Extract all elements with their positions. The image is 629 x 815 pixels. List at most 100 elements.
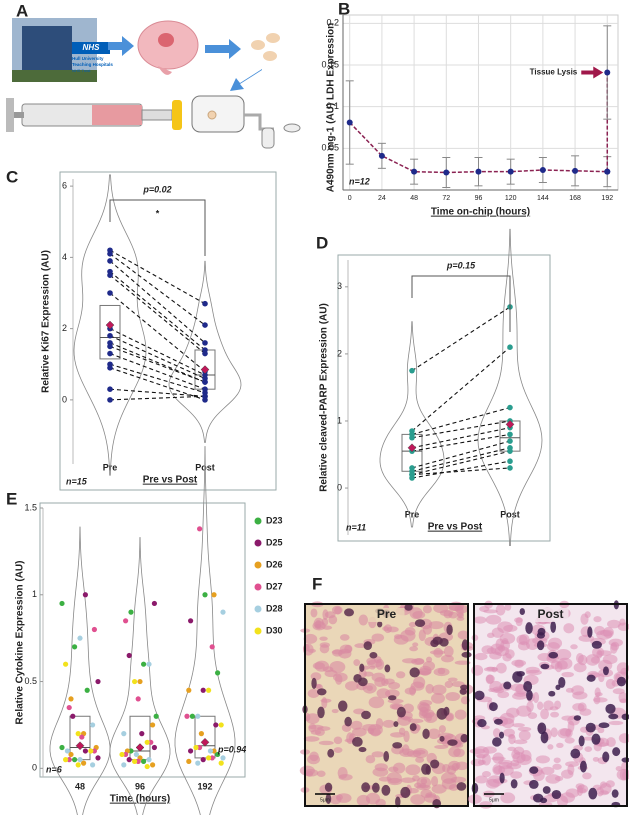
tissue: [516, 634, 528, 645]
point: [90, 762, 96, 768]
point: [151, 744, 157, 751]
tissue: [425, 683, 434, 694]
point: [507, 431, 513, 438]
needle-hub: [141, 109, 173, 121]
point: [81, 760, 87, 766]
p-value: p=0.94: [217, 744, 246, 754]
nucleus: [540, 663, 550, 670]
tissue: [496, 662, 507, 674]
nucleus: [425, 764, 431, 775]
nucleus: [591, 640, 602, 649]
tissue: [492, 728, 501, 738]
tissue: [572, 703, 585, 711]
point: [202, 322, 208, 328]
tissue: [511, 749, 521, 760]
arrow: [108, 36, 134, 56]
tissue: [429, 650, 446, 655]
nucleus: [573, 715, 582, 721]
tissue: [313, 617, 324, 630]
tissue: [409, 646, 418, 652]
tissue: [428, 621, 444, 630]
nucleus: [551, 789, 562, 800]
point: [95, 755, 101, 761]
tissue: [500, 792, 516, 804]
tissue: [339, 634, 350, 641]
point: [202, 340, 208, 346]
pair-line: [109, 328, 206, 376]
tissue: [550, 711, 560, 718]
image-frame: [473, 603, 628, 807]
nucleus: [539, 797, 548, 804]
point: [72, 644, 78, 650]
trees: [12, 70, 97, 82]
pair-line: [411, 467, 511, 476]
nucleus: [516, 670, 525, 677]
tissue: [483, 666, 499, 672]
x-tick-label: 48: [410, 195, 418, 202]
filter: [172, 100, 182, 130]
tissue: [333, 747, 343, 753]
point: [197, 526, 203, 532]
point: [146, 757, 152, 763]
point: [184, 713, 190, 719]
point: [378, 152, 385, 159]
point: [220, 755, 226, 761]
tissue: [376, 688, 391, 699]
y-tick-label: 2: [337, 348, 342, 358]
tissue-piece: [263, 51, 277, 61]
tissue: [415, 756, 425, 763]
collection-tube: [261, 127, 275, 149]
x-axis-label: Time on-chip (hours): [431, 207, 530, 218]
tissue: [307, 688, 320, 699]
point: [411, 168, 418, 175]
tissue: [434, 744, 449, 750]
nucleus: [338, 700, 348, 712]
annotation: Tissue Lysis: [530, 68, 578, 77]
point: [150, 722, 156, 728]
nucleus: [409, 723, 417, 732]
tissue: [598, 673, 605, 683]
nucleus: [579, 760, 587, 773]
pair-line: [411, 420, 511, 439]
nucleus: [358, 746, 367, 753]
tissue: [474, 652, 488, 661]
tissue: [507, 746, 517, 752]
tissue-piece: [266, 33, 280, 43]
tissue: [561, 769, 574, 779]
tissue: [577, 788, 587, 793]
point: [144, 763, 150, 770]
tissue: [553, 700, 562, 710]
tissue: [512, 723, 525, 728]
nhs-logo-text: NHS: [83, 43, 101, 52]
nucleus: [377, 621, 383, 628]
tissue: [431, 684, 447, 695]
y-axis-label: Relative Ki67 Expression (AU): [41, 250, 52, 393]
violin: [168, 260, 242, 443]
box: [129, 715, 151, 761]
tissue: [448, 746, 461, 758]
point: [443, 169, 450, 176]
y-tick-label: 0.1: [326, 101, 339, 111]
significance-bracket: [411, 275, 511, 332]
tissue: [561, 715, 575, 721]
tissue: [443, 610, 453, 619]
point: [218, 722, 224, 728]
tissue: [406, 750, 422, 758]
tissue: [404, 687, 417, 695]
point: [59, 600, 65, 607]
panel-frame: [39, 502, 246, 778]
nucleus: [461, 639, 469, 651]
point: [150, 762, 156, 768]
point: [188, 618, 194, 624]
legend-marker: [254, 605, 262, 613]
point: [137, 678, 143, 685]
point: [572, 167, 579, 174]
point: [128, 609, 134, 615]
point: [135, 696, 141, 702]
point: [206, 755, 212, 761]
tissue: [393, 634, 409, 645]
point: [82, 748, 88, 754]
x-tick-label: Post: [500, 509, 520, 519]
point: [153, 713, 159, 719]
nucleus: [529, 766, 539, 774]
